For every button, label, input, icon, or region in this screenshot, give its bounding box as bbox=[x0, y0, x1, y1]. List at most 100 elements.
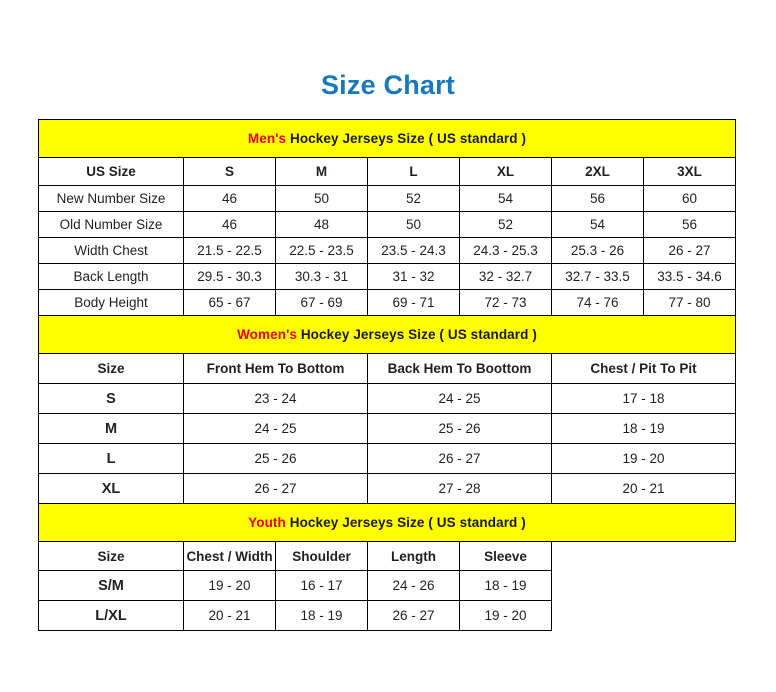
cell-womens-2-1: 26 - 27 bbox=[367, 443, 552, 474]
column-header-mens-4: XL bbox=[459, 157, 552, 186]
cell-youth-1-1: 18 - 19 bbox=[275, 600, 368, 631]
cell-youth-1-0: 20 - 21 bbox=[183, 600, 276, 631]
column-header-mens-6: 3XL bbox=[642, 157, 737, 186]
banner-rest-text: Hockey Jerseys Size ( US standard ) bbox=[285, 515, 526, 530]
column-header-youth-3: Length bbox=[367, 541, 460, 571]
column-header-mens-2: M bbox=[275, 157, 368, 186]
cell-mens-4-3: 72 - 73 bbox=[459, 289, 552, 316]
column-header-youth-4: Sleeve bbox=[459, 541, 552, 571]
cell-youth-0-2: 24 - 26 bbox=[367, 570, 460, 601]
cell-mens-3-2: 31 - 32 bbox=[367, 263, 460, 290]
row-label-womens-3: XL bbox=[38, 473, 184, 504]
table-row: Body Height 65 - 67 67 - 69 69 - 71 72 - 73 7… bbox=[38, 289, 737, 316]
cell-mens-3-0: 29.5 - 30.3 bbox=[183, 263, 276, 290]
cell-mens-2-3: 24.3 - 25.3 bbox=[459, 237, 552, 264]
row-label-youth-0: S/M bbox=[38, 570, 184, 601]
column-header-youth-2: Shoulder bbox=[275, 541, 368, 571]
cell-mens-1-1: 48 bbox=[275, 211, 368, 238]
cell-youth-0-3: 18 - 19 bbox=[459, 570, 552, 601]
misspelled-word: Boottom bbox=[476, 361, 531, 377]
cell-mens-1-0: 46 bbox=[183, 211, 276, 238]
cell-mens-2-4: 25.3 - 26 bbox=[551, 237, 644, 264]
table-row: S/M 19 - 20 16 - 17 24 - 26 18 - 19 bbox=[38, 570, 736, 601]
column-header-womens-1: Front Hem To Bottom bbox=[183, 353, 368, 384]
cell-womens-3-1: 27 - 28 bbox=[367, 473, 552, 504]
cell-mens-1-3: 52 bbox=[459, 211, 552, 238]
cell-mens-3-5: 33.5 - 34.6 bbox=[642, 263, 737, 290]
section-banner-row: Youth Hockey Jerseys Size ( US standard … bbox=[37, 503, 737, 542]
cell-womens-1-1: 25 - 26 bbox=[367, 413, 552, 444]
table-row: Width Chest 21.5 - 22.5 22.5 - 23.5 23.5 - … bbox=[38, 237, 737, 264]
cell-mens-4-2: 69 - 71 bbox=[367, 289, 460, 316]
cell-mens-4-5: 77 - 80 bbox=[642, 289, 737, 316]
table-row: Back Length 29.5 - 30.3 30.3 - 31 31 - 32 32… bbox=[38, 263, 737, 290]
row-label-mens-1: Old Number Size bbox=[38, 211, 184, 238]
cell-mens-3-1: 30.3 - 31 bbox=[275, 263, 368, 290]
cell-womens-0-0: 23 - 24 bbox=[183, 383, 368, 414]
table-header-row: US Size S M L XL 2XL 3XL bbox=[38, 157, 737, 186]
size-chart-tables: Men's Hockey Jerseys Size ( US standard … bbox=[37, 119, 737, 631]
row-label-youth-1: L/XL bbox=[38, 600, 184, 631]
column-header-youth-0: Size bbox=[38, 541, 184, 571]
section-banner-row: Men's Hockey Jerseys Size ( US standard … bbox=[37, 119, 737, 158]
cell-mens-2-2: 23.5 - 24.3 bbox=[367, 237, 460, 264]
cell-mens-2-5: 26 - 27 bbox=[642, 237, 737, 264]
cell-mens-0-0: 46 bbox=[183, 185, 276, 212]
cell-mens-0-2: 52 bbox=[367, 185, 460, 212]
cell-mens-4-1: 67 - 69 bbox=[275, 289, 368, 316]
banner-accent-text: Women's bbox=[237, 327, 297, 342]
table-row: L/XL 20 - 21 18 - 19 26 - 27 19 - 20 bbox=[38, 600, 736, 631]
section-banner-mens: Men's Hockey Jerseys Size ( US standard … bbox=[37, 119, 737, 158]
section-banner-youth: Youth Hockey Jerseys Size ( US standard … bbox=[37, 503, 737, 542]
column-header-mens-0: US Size bbox=[38, 157, 184, 186]
column-header-womens-0: Size bbox=[38, 353, 184, 384]
cell-womens-2-2: 19 - 20 bbox=[550, 443, 737, 474]
table-header-row: Size Chest / Width Shoulder Length Sleeve bbox=[38, 541, 736, 571]
banner-accent-text: Youth bbox=[248, 515, 286, 530]
spellcheck-squiggle bbox=[476, 375, 531, 379]
cell-womens-0-1: 24 - 25 bbox=[367, 383, 552, 414]
row-label-womens-2: L bbox=[38, 443, 184, 474]
row-label-womens-1: M bbox=[38, 413, 184, 444]
cell-mens-3-4: 32.7 - 33.5 bbox=[551, 263, 644, 290]
page-title: Size Chart bbox=[320, 70, 456, 100]
cell-womens-1-0: 24 - 25 bbox=[183, 413, 368, 444]
banner-rest-text: Hockey Jerseys Size ( US standard ) bbox=[296, 327, 537, 342]
cell-mens-0-3: 54 bbox=[459, 185, 552, 212]
row-label-mens-3: Back Length bbox=[38, 263, 184, 290]
row-label-mens-2: Width Chest bbox=[38, 237, 184, 264]
cell-youth-0-0: 19 - 20 bbox=[183, 570, 276, 601]
section-banner-row: Women's Hockey Jerseys Size ( US standar… bbox=[37, 315, 737, 354]
banner-accent-text: Men's bbox=[247, 131, 287, 146]
cell-mens-0-1: 50 bbox=[275, 185, 368, 212]
table-row: New Number Size 46 50 52 54 56 60 bbox=[38, 185, 737, 212]
cell-womens-1-2: 18 - 19 bbox=[550, 413, 737, 444]
cell-womens-3-0: 26 - 27 bbox=[183, 473, 368, 504]
cell-youth-0-1: 16 - 17 bbox=[275, 570, 368, 601]
column-header-youth-1: Chest / Width bbox=[183, 541, 276, 571]
banner-rest-text: Hockey Jerseys Size ( US standard ) bbox=[286, 131, 527, 146]
cell-mens-2-0: 21.5 - 22.5 bbox=[183, 237, 276, 264]
row-label-mens-0: New Number Size bbox=[38, 185, 184, 212]
table-row: L 25 - 26 26 - 27 19 - 20 bbox=[38, 443, 737, 474]
table-header-row: Size Front Hem To Bottom Back Hem To Boott… bbox=[38, 353, 737, 384]
column-header-womens-2: Back Hem To Boottom bbox=[367, 353, 552, 384]
cell-womens-0-2: 17 - 18 bbox=[550, 383, 737, 414]
table-row: S 23 - 24 24 - 25 17 - 18 bbox=[38, 383, 737, 414]
cell-womens-2-0: 25 - 26 bbox=[183, 443, 368, 474]
cell-youth-1-3: 19 - 20 bbox=[459, 600, 552, 631]
cell-mens-0-4: 56 bbox=[551, 185, 644, 212]
column-header-mens-3: L bbox=[367, 157, 460, 186]
column-header-mens-5: 2XL bbox=[551, 157, 644, 186]
cell-mens-1-5: 56 bbox=[642, 211, 737, 238]
cell-mens-3-3: 32 - 32.7 bbox=[459, 263, 552, 290]
section-banner-womens: Women's Hockey Jerseys Size ( US standar… bbox=[37, 315, 737, 354]
row-label-mens-4: Body Height bbox=[38, 289, 184, 316]
table-row: Old Number Size 46 48 50 52 54 56 bbox=[38, 211, 737, 238]
cell-youth-1-2: 26 - 27 bbox=[367, 600, 460, 631]
table-row: M 24 - 25 25 - 26 18 - 19 bbox=[38, 413, 737, 444]
cell-mens-0-5: 60 bbox=[642, 185, 737, 212]
table-row: XL 26 - 27 27 - 28 20 - 21 bbox=[38, 473, 737, 504]
column-header-womens-3: Chest / Pit To Pit bbox=[550, 353, 737, 384]
